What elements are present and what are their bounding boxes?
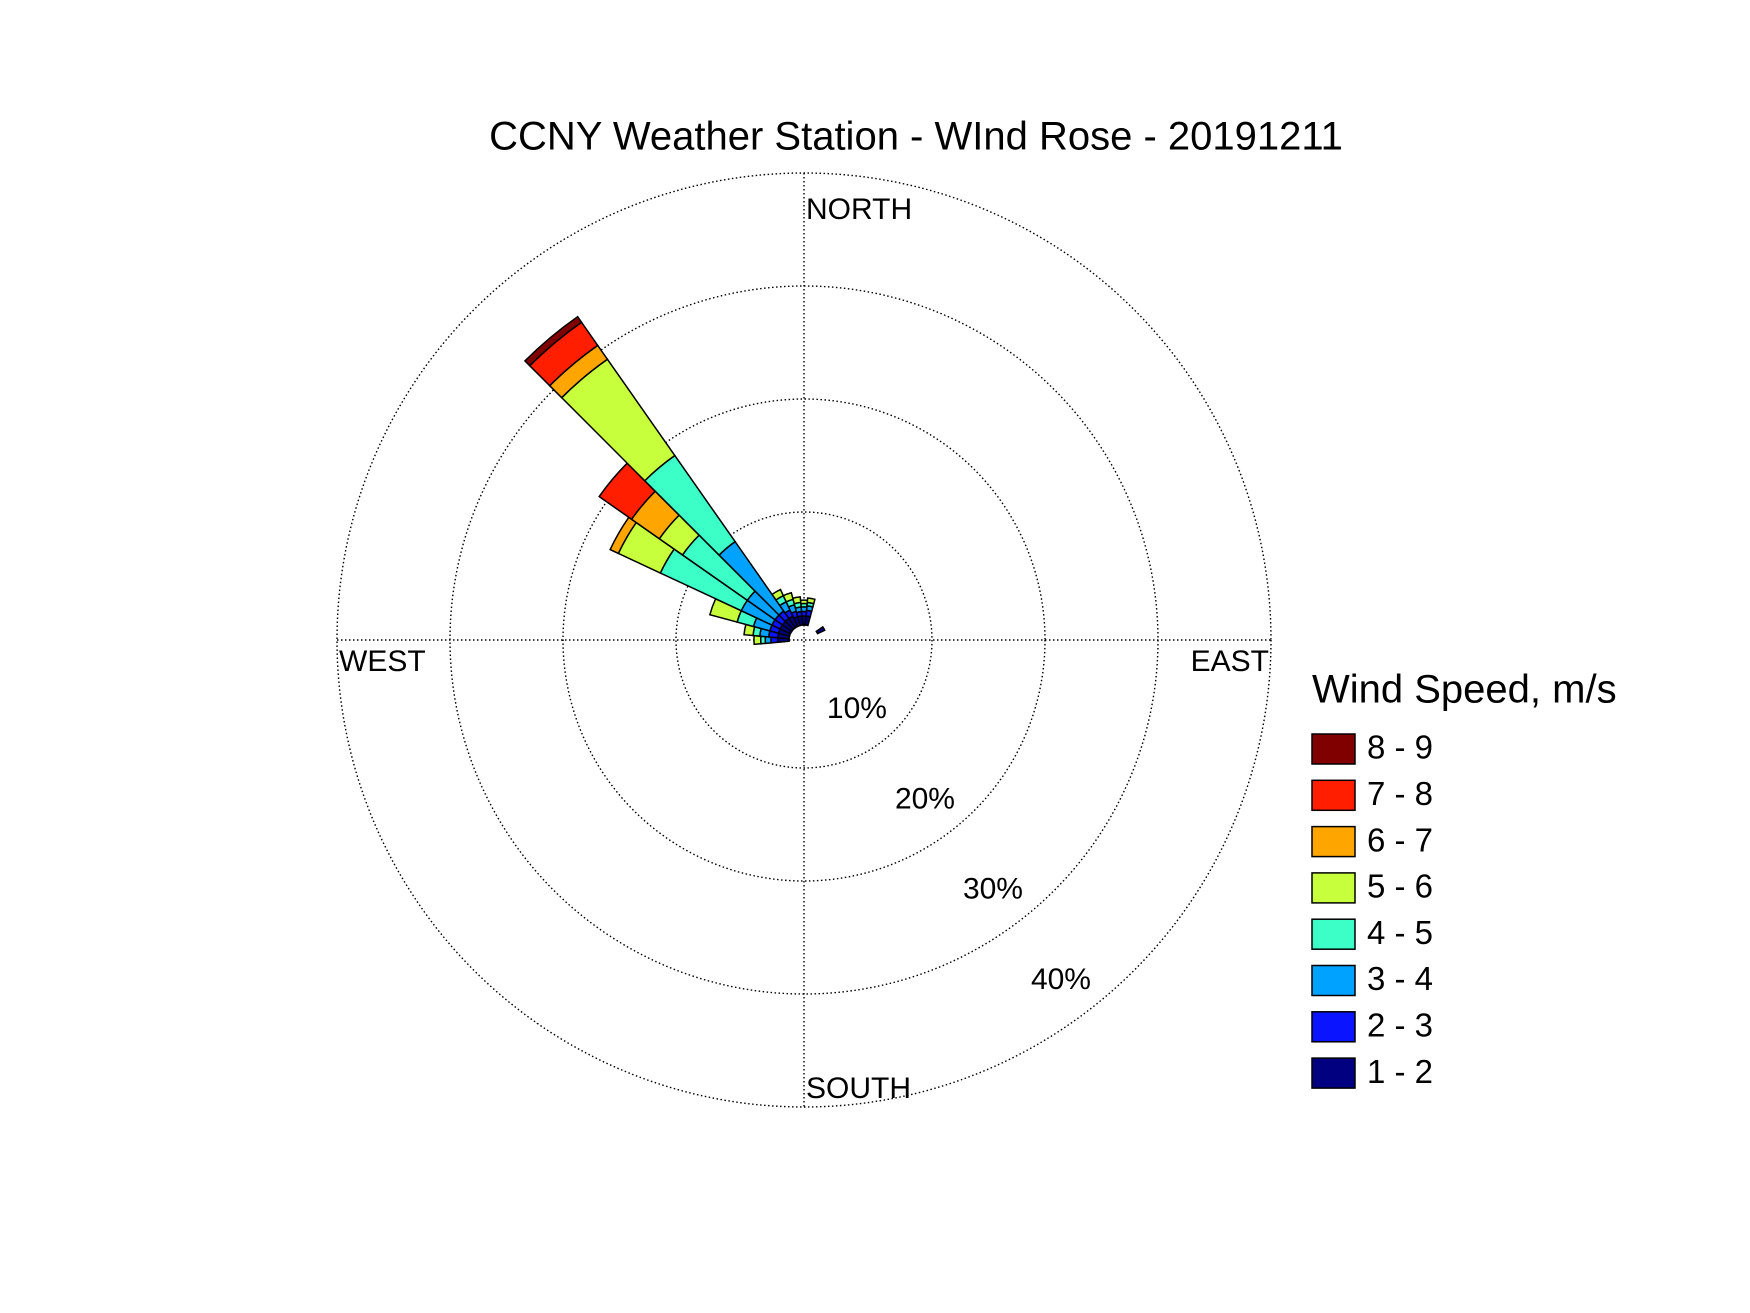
wind-wedge [815, 625, 826, 635]
wind-wedge [806, 597, 816, 605]
direction-label: EAST [1191, 645, 1269, 678]
legend-label: 2 - 3 [1367, 1007, 1433, 1044]
grid-ring [675, 511, 933, 769]
legend-swatch [1311, 964, 1356, 997]
legend-swatch [1311, 779, 1356, 812]
legend-label: 8 - 9 [1367, 729, 1433, 766]
legend-label: 4 - 5 [1367, 914, 1433, 951]
wind-wedge [771, 588, 785, 601]
legend-swatch [1311, 1057, 1356, 1089]
legend-swatch [1311, 918, 1356, 950]
r-tick-label: 40% [1031, 963, 1091, 996]
legend-label: 5 - 6 [1367, 868, 1433, 905]
grid-ring [336, 172, 1272, 1108]
legend-swatch [1311, 825, 1356, 858]
legend-swatch [1311, 872, 1356, 904]
direction-label: WEST [339, 645, 426, 678]
legend-label: 7 - 8 [1367, 775, 1433, 812]
legend-swatch [1311, 1011, 1356, 1043]
wind-wedge [791, 596, 802, 605]
wind-wedge [782, 591, 795, 603]
grid-ring [562, 398, 1046, 882]
legend-label: 3 - 4 [1367, 960, 1433, 997]
legend-label: 6 - 7 [1367, 821, 1433, 858]
r-tick-label: 30% [963, 873, 1023, 906]
direction-label: SOUTH [806, 1072, 911, 1105]
wind-wedge [523, 315, 583, 367]
grid-ring [449, 285, 1159, 995]
chart-title: CCNY Weather Station - WInd Rose - 20191… [489, 115, 1343, 159]
r-tick-label: 10% [827, 692, 887, 725]
legend-title: Wind Speed, m/s [1312, 668, 1617, 712]
legend-swatch [1311, 733, 1356, 765]
wind-wedge [753, 634, 762, 646]
wind-wedge [799, 599, 809, 605]
legend-label: 1 - 2 [1367, 1053, 1433, 1090]
direction-label: NORTH [806, 193, 912, 226]
r-tick-label: 20% [895, 782, 955, 815]
